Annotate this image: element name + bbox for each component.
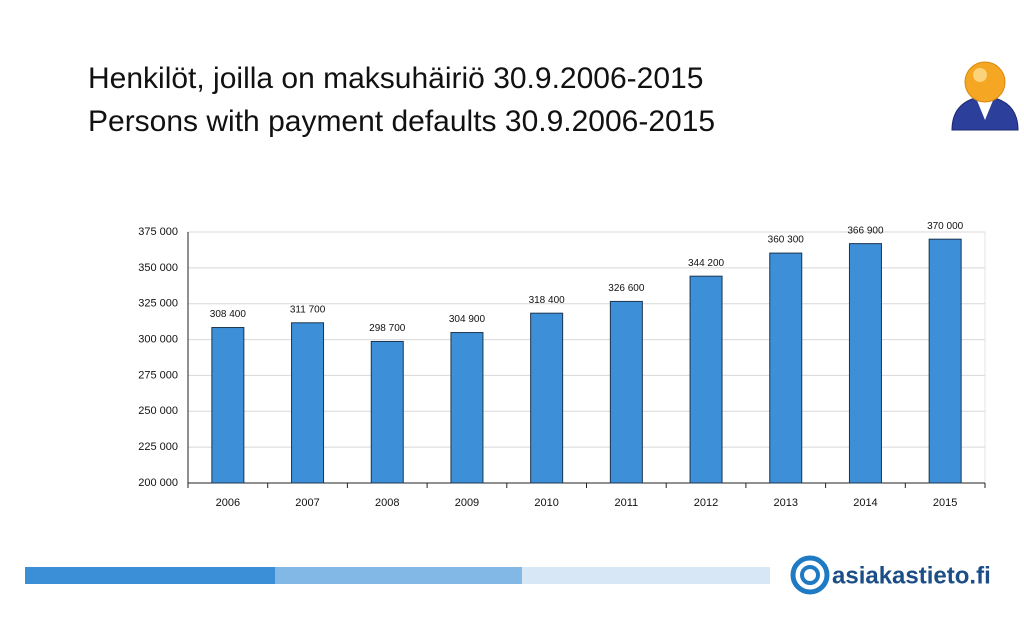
value-label: 344 200 <box>688 258 725 269</box>
logo-icon <box>790 555 830 595</box>
x-tick-label: 2010 <box>534 497 558 509</box>
y-tick-label: 275 000 <box>138 369 178 381</box>
chart-subtitle: Persons with payment defaults 30.9.2006-… <box>88 105 715 138</box>
bar <box>689 275 723 484</box>
y-tick-label: 250 000 <box>138 405 178 417</box>
x-tick-label: 2015 <box>933 497 957 509</box>
y-tick-label: 350 000 <box>138 262 178 274</box>
x-tick-label: 2011 <box>615 497 639 509</box>
x-tick-label: 2008 <box>375 497 399 509</box>
chart-title: Henkilöt, joilla on maksuhäiriö 30.9.200… <box>88 62 703 95</box>
bar <box>928 238 962 484</box>
y-tick-label: 300 000 <box>138 333 178 345</box>
bar <box>370 340 404 484</box>
value-label: 308 400 <box>210 309 247 320</box>
value-label: 311 700 <box>290 304 326 315</box>
x-tick-label: 2012 <box>694 497 718 509</box>
x-tick-label: 2006 <box>216 497 240 509</box>
y-tick-label: 375 000 <box>138 226 178 238</box>
y-tick-label: 200 000 <box>138 477 178 489</box>
value-label: 366 900 <box>847 225 884 236</box>
bar <box>769 252 803 484</box>
bar <box>530 312 564 484</box>
value-label: 326 600 <box>608 283 645 294</box>
value-label: 318 400 <box>529 295 566 306</box>
footer-strip <box>25 567 770 584</box>
x-tick-label: 2009 <box>455 497 479 509</box>
value-label: 360 300 <box>768 235 805 246</box>
bar <box>211 327 245 484</box>
value-label: 304 900 <box>449 314 486 325</box>
y-tick-label: 325 000 <box>138 298 178 310</box>
value-label: 370 000 <box>927 221 964 232</box>
logo-text: asiakastieto.fi <box>832 562 991 589</box>
x-tick-label: 2007 <box>295 497 319 509</box>
x-tick-label: 2013 <box>774 497 798 509</box>
bar <box>609 300 643 484</box>
value-label: 298 700 <box>369 323 406 334</box>
bar <box>450 332 484 484</box>
y-tick-label: 225 000 <box>138 441 178 453</box>
bar <box>291 322 325 484</box>
bar <box>848 243 882 484</box>
person-icon <box>951 61 1019 131</box>
x-tick-label: 2014 <box>853 497 877 509</box>
